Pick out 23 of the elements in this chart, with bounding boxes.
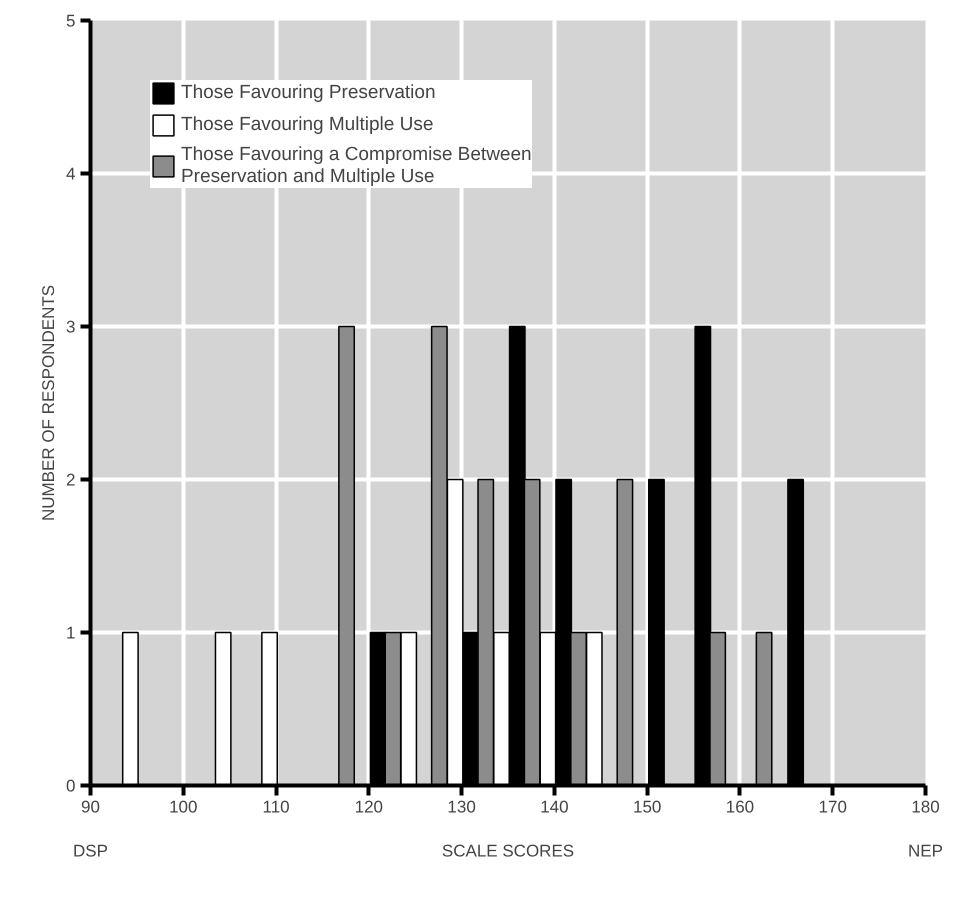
x-tick-label: 120 [354, 798, 384, 816]
legend-label: Those Favouring Preservation [181, 82, 436, 104]
y-axis-title: NUMBER OF RESPONDENTS [39, 284, 58, 522]
text: DSP [73, 842, 108, 860]
legend-label: Those Favouring a Compromise Between Preservation and Multiple Use [181, 144, 532, 188]
text: NEP [908, 842, 943, 860]
y-tick-label: 1 [66, 624, 76, 642]
x-axis-title: SCALE SCORES [442, 842, 574, 860]
x-tick-label: 100 [169, 798, 198, 816]
x-tick-label: 180 [911, 798, 940, 816]
x-tick-label: 130 [447, 798, 476, 816]
y-tick-label: 2 [66, 470, 76, 490]
x-tick-label: 150 [632, 798, 662, 816]
y-tick-label: 3 [66, 318, 76, 336]
y-tick-label: 4 [66, 164, 76, 184]
legend-label: Those Favouring Multiple Use [181, 114, 434, 136]
x-tick-label: 160 [726, 798, 754, 816]
x-tick-label: 140 [540, 798, 569, 816]
y-tick-label: 5 [66, 12, 76, 30]
x-tick-label: 90 [81, 798, 100, 816]
x-tick-label: 170 [818, 798, 847, 816]
y-tick-label: 0 [66, 776, 76, 796]
x-tick-label: 110 [262, 798, 290, 816]
